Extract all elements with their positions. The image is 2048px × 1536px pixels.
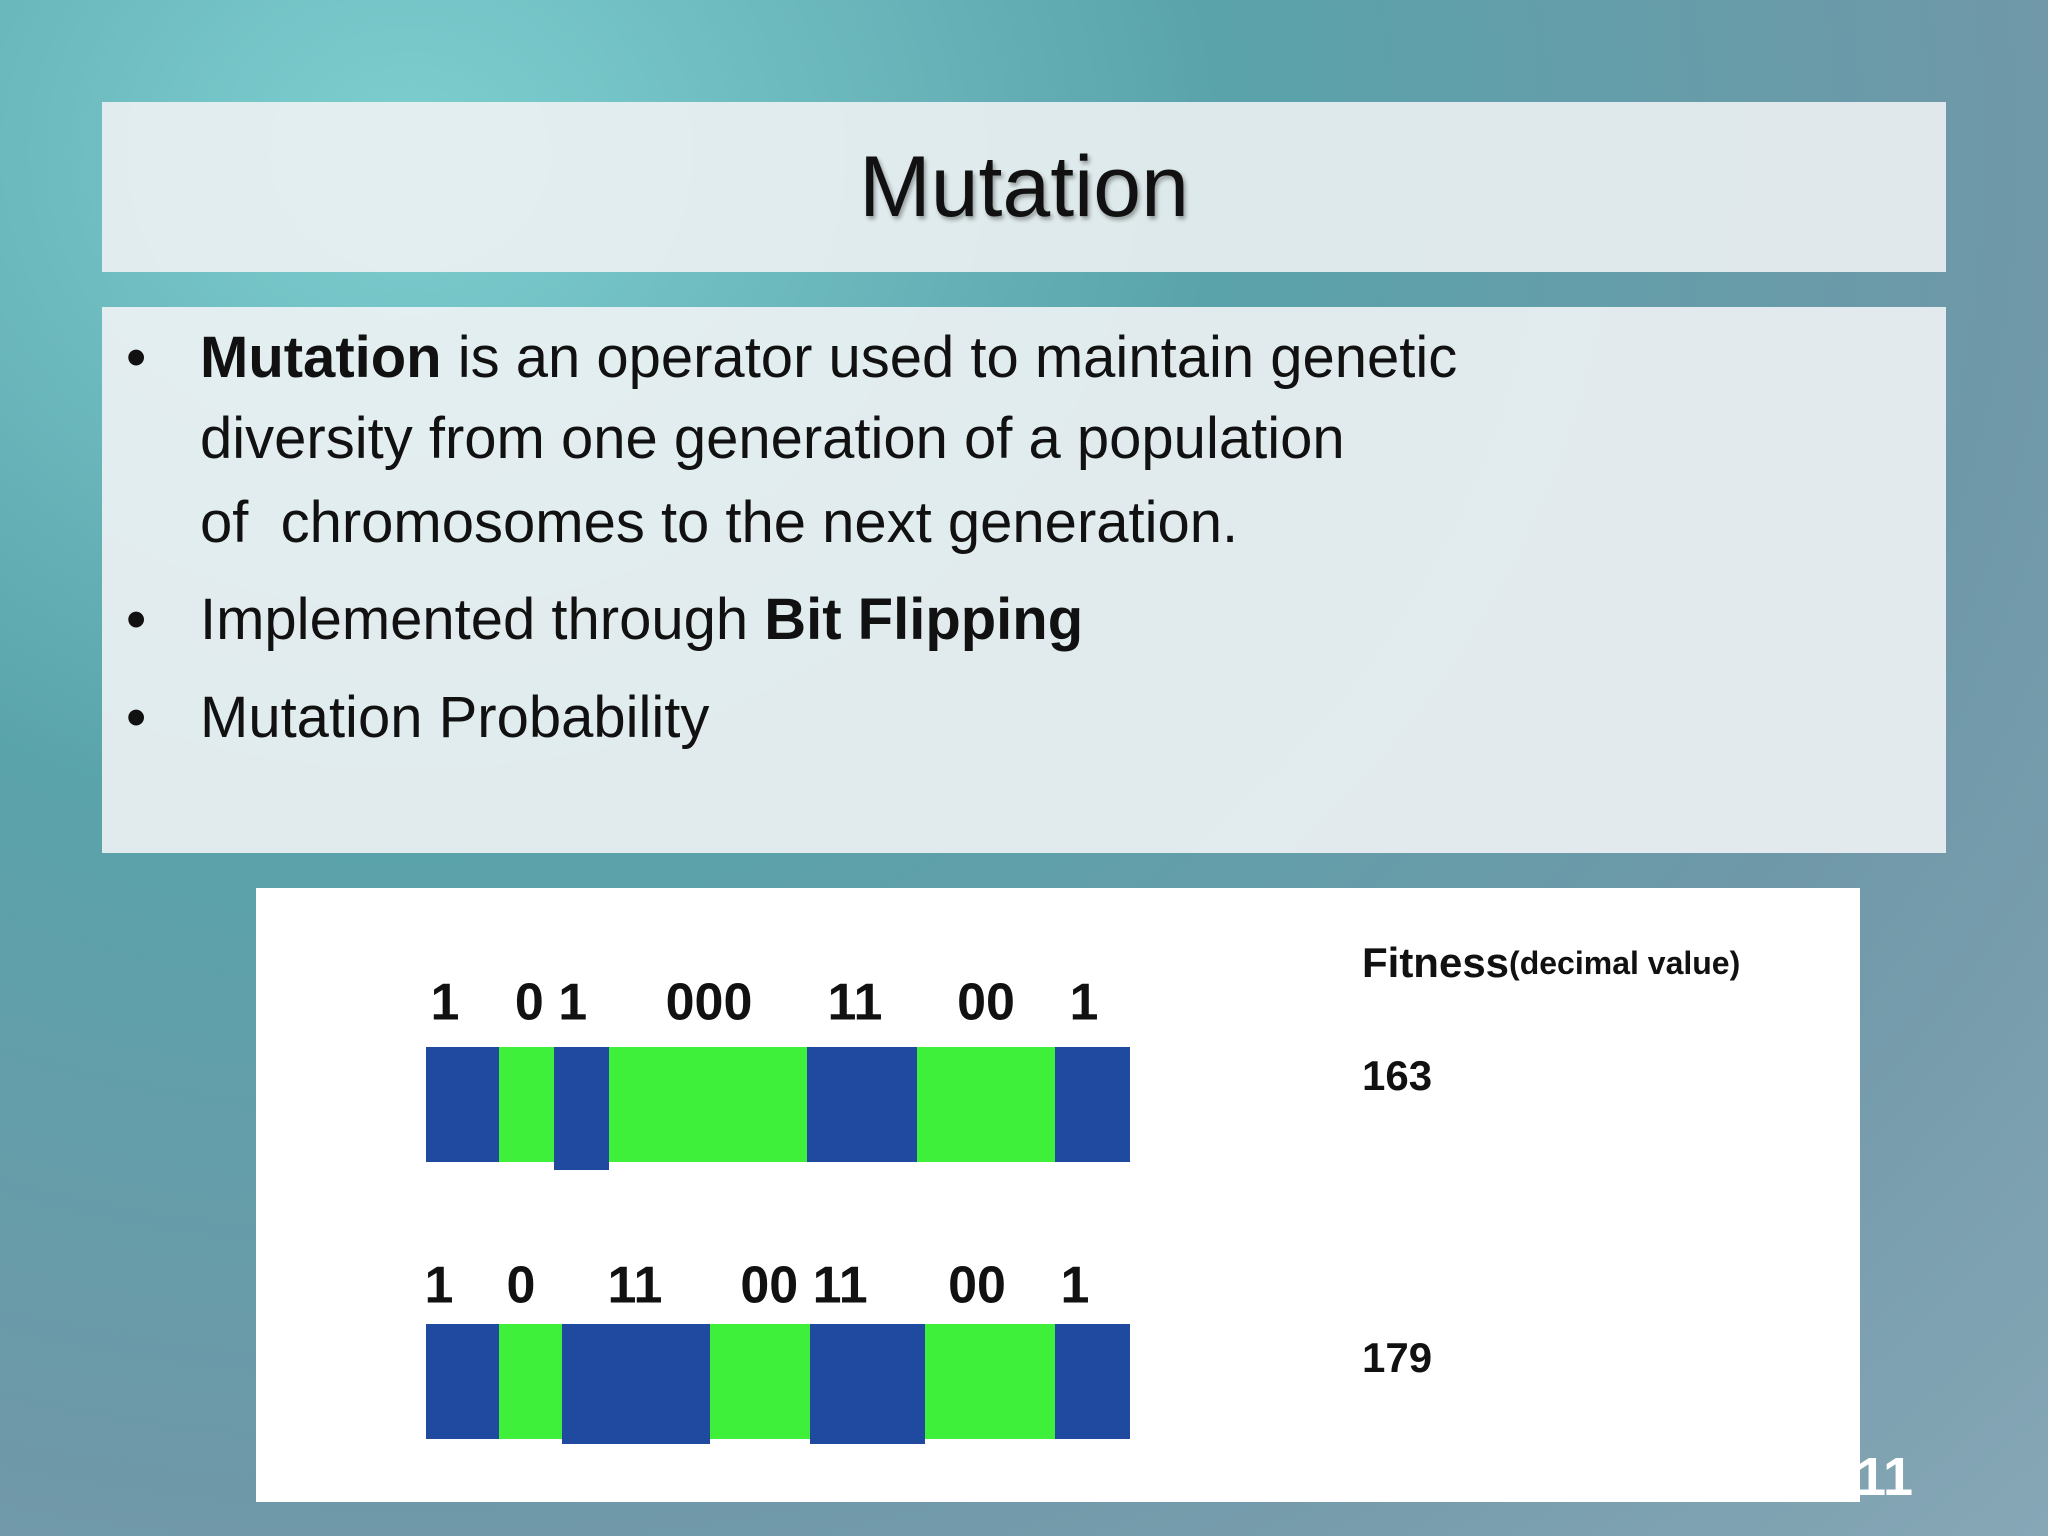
fitness-header: Fitness(decimal value) [1362, 939, 1740, 986]
bit-block [554, 1047, 609, 1170]
page-number: 11 [1856, 1447, 1914, 1507]
bit-block [426, 1047, 499, 1162]
content-box [102, 307, 1946, 853]
bit-label: 0 [507, 1257, 536, 1315]
bit-label: 11 [828, 974, 883, 1032]
bullet-line: Mutation is an operator used to maintain… [200, 324, 1457, 391]
bullet-dot: • [126, 587, 147, 652]
bullet-text: Mutation [200, 325, 442, 390]
fitness-value: 179 [1362, 1334, 1432, 1381]
slide-title: Mutation [102, 102, 1946, 272]
bit-block [807, 1047, 917, 1162]
bullet-line: Implemented through Bit Flipping [200, 586, 1083, 653]
bit-label: 1 [1061, 1257, 1090, 1315]
bit-label: 0 1 [515, 974, 587, 1032]
bit-label: 1 [1070, 974, 1099, 1032]
bullet-line: of chromosomes to the next generation. [200, 489, 1238, 556]
bullet-dot: • [126, 325, 147, 390]
bit-label: 000 [666, 974, 753, 1032]
bit-block [426, 1324, 499, 1439]
bullet-dot: • [126, 685, 147, 750]
bit-label: 00 [957, 974, 1015, 1032]
bullet-text: is an operator used to maintain genetic [441, 325, 1458, 390]
bit-label: 1 [431, 974, 460, 1032]
gene-bar [426, 1047, 1130, 1162]
bit-block [810, 1324, 925, 1444]
fitness-label: Fitness [1362, 939, 1509, 986]
bit-block [1055, 1047, 1130, 1162]
bullet-line: Mutation Probability [200, 684, 709, 751]
fitness-value: 163 [1362, 1052, 1432, 1099]
bit-label: 11 [608, 1257, 663, 1315]
gene-bar [426, 1324, 1130, 1439]
bullet-text: Implemented through [200, 587, 765, 652]
bit-block [1055, 1324, 1130, 1439]
chromosome-1 [426, 1047, 1130, 1170]
bit-label: 00 11 [740, 1257, 867, 1315]
bit-block [562, 1324, 710, 1444]
chromosome-2 [426, 1324, 1130, 1444]
bit-label: 00 [948, 1257, 1006, 1315]
bit-label: 1 [425, 1257, 454, 1315]
bullet-text: of chromosomes to the next generation. [200, 490, 1239, 555]
bullet-text: Bit Flipping [764, 587, 1084, 652]
fitness-note: (decimal value) [1509, 945, 1740, 981]
bullet-text: diversity from one generation of a popul… [200, 406, 1345, 471]
bullet-line: diversity from one generation of a popul… [200, 405, 1345, 472]
bullet-text: Mutation Probability [200, 685, 710, 750]
